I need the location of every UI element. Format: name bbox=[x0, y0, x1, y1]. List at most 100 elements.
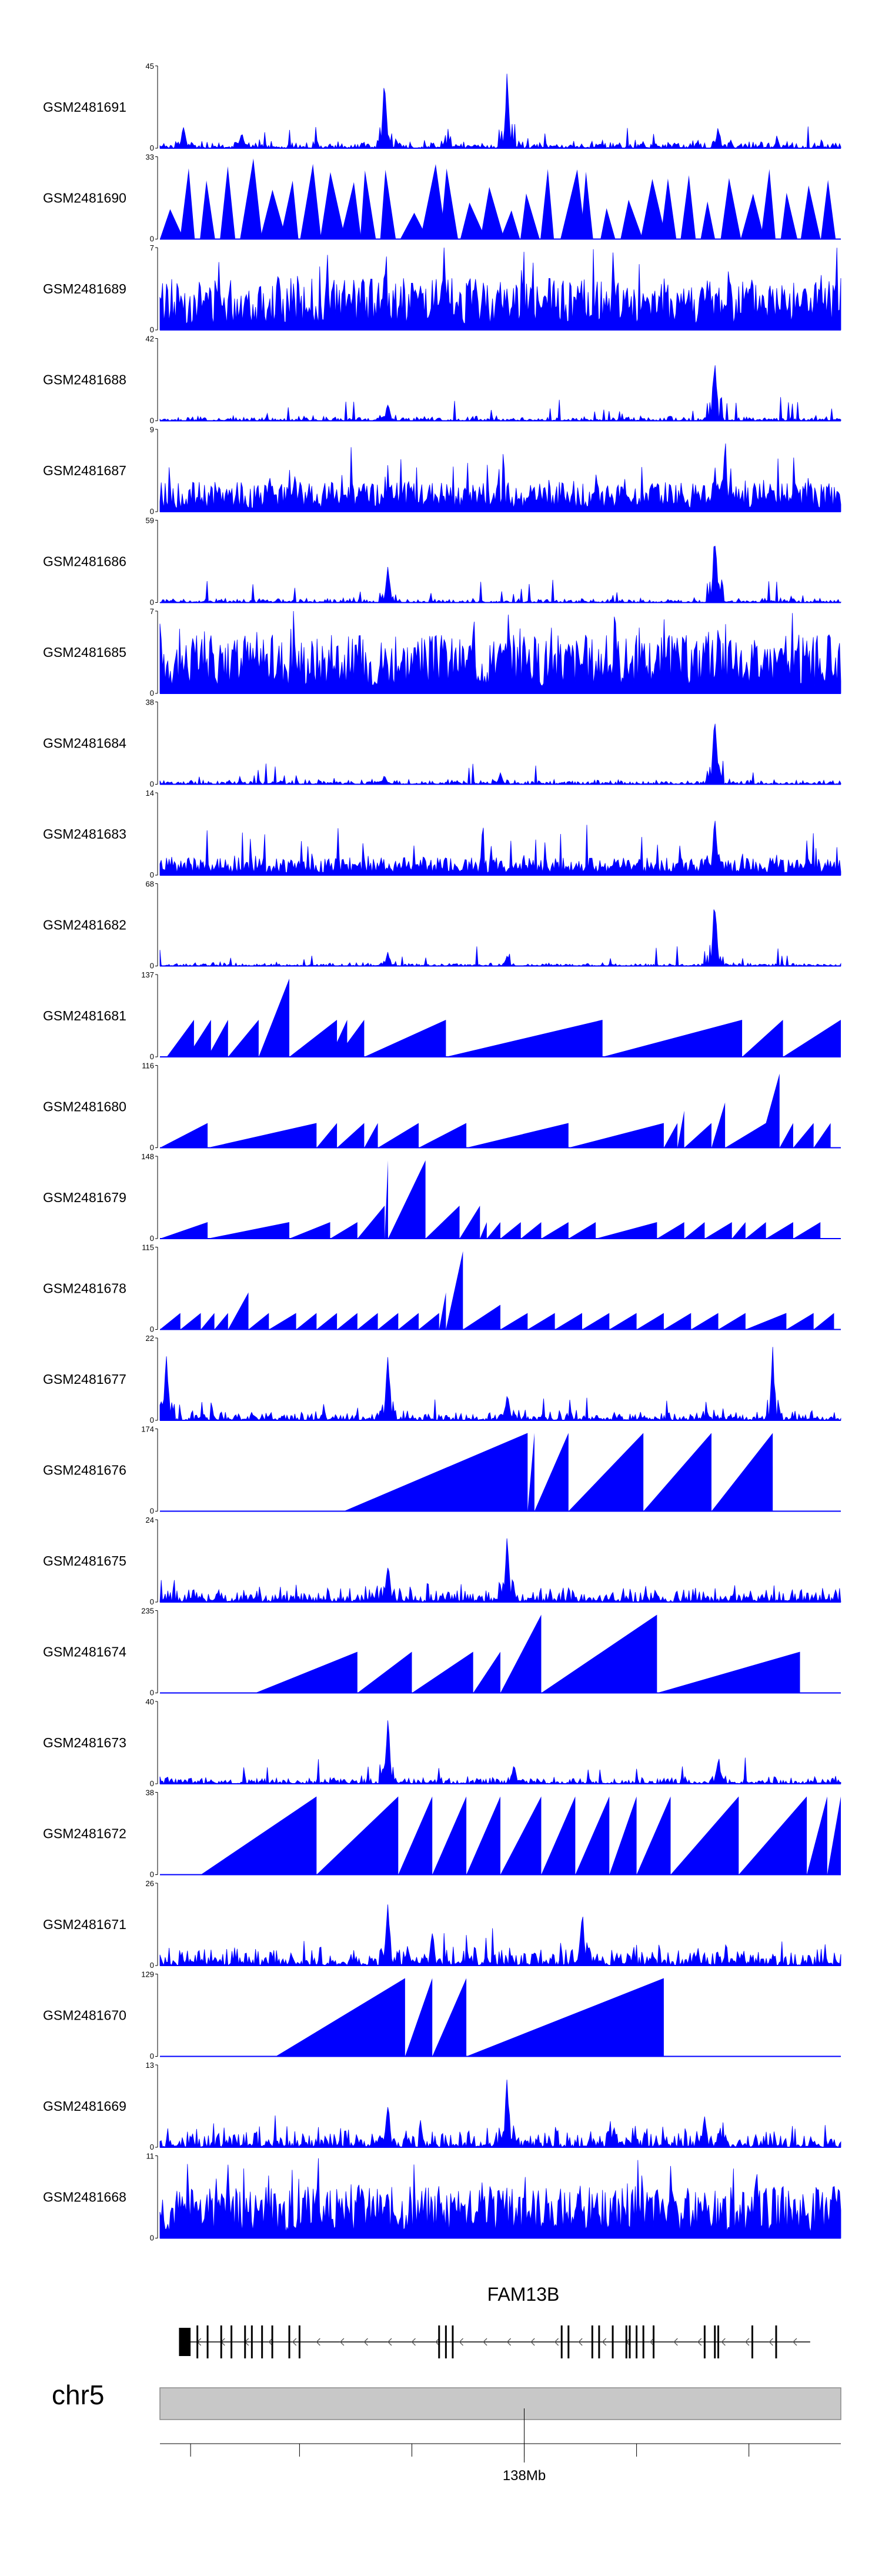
coverage-area bbox=[159, 365, 841, 422]
coverage-segment bbox=[343, 1433, 528, 1511]
y-axis-min-label: 0 bbox=[150, 2234, 154, 2243]
coverage-segment bbox=[360, 170, 376, 239]
coverage-segment bbox=[745, 1313, 787, 1330]
coverage-segment bbox=[827, 1796, 841, 1875]
coverage-segment bbox=[500, 1614, 542, 1693]
track-label: GSM2481679 bbox=[43, 1190, 126, 1205]
coverage-segment bbox=[700, 201, 716, 239]
coverage-segment bbox=[636, 1313, 664, 1330]
coverage-segment bbox=[541, 1222, 569, 1239]
y-axis-max-label: 24 bbox=[146, 1516, 154, 1524]
coverage-segment bbox=[500, 210, 520, 239]
coverage-segment bbox=[258, 979, 290, 1057]
y-axis-max-label: 174 bbox=[141, 1425, 154, 1434]
strand-arrow-icon bbox=[673, 2338, 678, 2346]
coverage-segment bbox=[166, 1020, 194, 1057]
strand-arrow-icon bbox=[506, 2338, 512, 2346]
coverage-segment bbox=[269, 1313, 296, 1330]
coverage-segment bbox=[400, 212, 428, 239]
y-axis-min-label: 0 bbox=[150, 325, 154, 334]
coverage-area bbox=[159, 610, 841, 694]
track-label: GSM2481676 bbox=[43, 1463, 126, 1478]
coverage-segment bbox=[220, 166, 236, 239]
coverage-segment bbox=[357, 1651, 412, 1693]
chromosome-track: chr5 138Mb bbox=[52, 2380, 841, 2484]
coverage-segment bbox=[289, 1222, 330, 1239]
track-label: GSM2481683 bbox=[43, 826, 126, 842]
coverage-segment bbox=[180, 1313, 201, 1330]
coverage-segment bbox=[534, 1433, 569, 1511]
track-GSM2481684: GSM2481684 38 0 bbox=[43, 698, 841, 789]
y-axis-max-label: 22 bbox=[146, 1334, 154, 1343]
coverage-segment bbox=[405, 1978, 433, 2057]
coverage-segment bbox=[357, 1313, 378, 1330]
coverage-segment bbox=[200, 180, 215, 239]
coverage-segment bbox=[180, 168, 195, 239]
track-GSM2481688: GSM2481688 42 0 bbox=[43, 335, 841, 425]
coverage-segment bbox=[446, 1020, 603, 1057]
coverage-segment bbox=[160, 1222, 208, 1239]
track-label: GSM2481680 bbox=[43, 1099, 126, 1115]
track-GSM2481680: GSM2481680 116 0 bbox=[43, 1062, 841, 1152]
gene-exon bbox=[298, 2325, 300, 2358]
coverage-segment bbox=[739, 1796, 807, 1875]
coverage-segment bbox=[398, 1796, 433, 1875]
coverage-segment bbox=[432, 1796, 467, 1875]
y-axis-min-label: 0 bbox=[150, 1597, 154, 1606]
track-GSM2481683: GSM2481683 14 0 bbox=[43, 789, 841, 879]
coverage-segment bbox=[684, 1222, 705, 1239]
y-axis-max-label: 148 bbox=[141, 1152, 154, 1161]
track-GSM2481671: GSM2481671 26 0 bbox=[43, 1879, 841, 1970]
track-label: GSM2481689 bbox=[43, 281, 126, 296]
gene-exon bbox=[179, 2328, 191, 2356]
track-label: GSM2481677 bbox=[43, 1372, 126, 1387]
strand-arrow-icon bbox=[744, 2338, 750, 2346]
y-axis-max-label: 38 bbox=[146, 698, 154, 707]
coverage-segment bbox=[337, 1020, 365, 1057]
y-axis-min-label: 0 bbox=[150, 144, 154, 152]
coverage-segment bbox=[745, 1222, 766, 1239]
coverage-area bbox=[159, 2080, 841, 2148]
coverage-segment bbox=[330, 1020, 348, 1057]
y-axis-min-label: 0 bbox=[150, 507, 154, 516]
coverage-segment bbox=[520, 1222, 542, 1239]
y-axis-max-label: 115 bbox=[142, 1243, 154, 1252]
coverage-segment bbox=[527, 1313, 555, 1330]
track-label: GSM2481691 bbox=[43, 99, 126, 115]
coverage-segment bbox=[760, 169, 776, 239]
coverage-segment bbox=[228, 1292, 249, 1330]
coverage-segment bbox=[541, 1614, 657, 1693]
y-axis-max-label: 40 bbox=[146, 1697, 154, 1706]
coverage-segment bbox=[657, 1222, 684, 1239]
gene-exon bbox=[612, 2325, 614, 2358]
y-axis-min-label: 0 bbox=[150, 235, 154, 243]
coverage-segment bbox=[187, 1020, 211, 1057]
coverage-segment bbox=[742, 1020, 783, 1057]
y-axis-max-label: 235 bbox=[141, 1607, 154, 1616]
coverage-segment bbox=[807, 1796, 827, 1875]
coverage-segment bbox=[337, 1123, 365, 1148]
strand-arrow-icon bbox=[411, 2338, 416, 2346]
coverage-tracks: GSM2481691450GSM2481690330GSM248168970GS… bbox=[43, 62, 841, 2243]
coverage-area bbox=[159, 247, 841, 331]
coverage-segment bbox=[160, 1123, 208, 1148]
coverage-segment bbox=[364, 1020, 446, 1057]
coverage-segment bbox=[766, 1222, 793, 1239]
coverage-segment bbox=[720, 178, 741, 239]
y-axis-min-label: 0 bbox=[150, 1689, 154, 1697]
gene-exon bbox=[261, 2325, 263, 2358]
track-GSM2481685: GSM2481685 7 0 bbox=[43, 607, 841, 698]
coverage-segment bbox=[228, 1020, 259, 1057]
y-axis-max-label: 38 bbox=[146, 1788, 154, 1797]
strand-arrow-icon bbox=[435, 2338, 440, 2346]
y-axis-min-label: 0 bbox=[150, 962, 154, 970]
gene-exon bbox=[244, 2325, 246, 2358]
coverage-segment bbox=[596, 1222, 657, 1239]
coverage-segment bbox=[711, 1433, 773, 1511]
y-axis-max-label: 45 bbox=[146, 62, 154, 71]
y-axis-min-label: 0 bbox=[150, 1052, 154, 1061]
coverage-area bbox=[159, 545, 841, 603]
coverage-segment bbox=[500, 1796, 542, 1875]
coverage-segment bbox=[677, 1110, 684, 1148]
